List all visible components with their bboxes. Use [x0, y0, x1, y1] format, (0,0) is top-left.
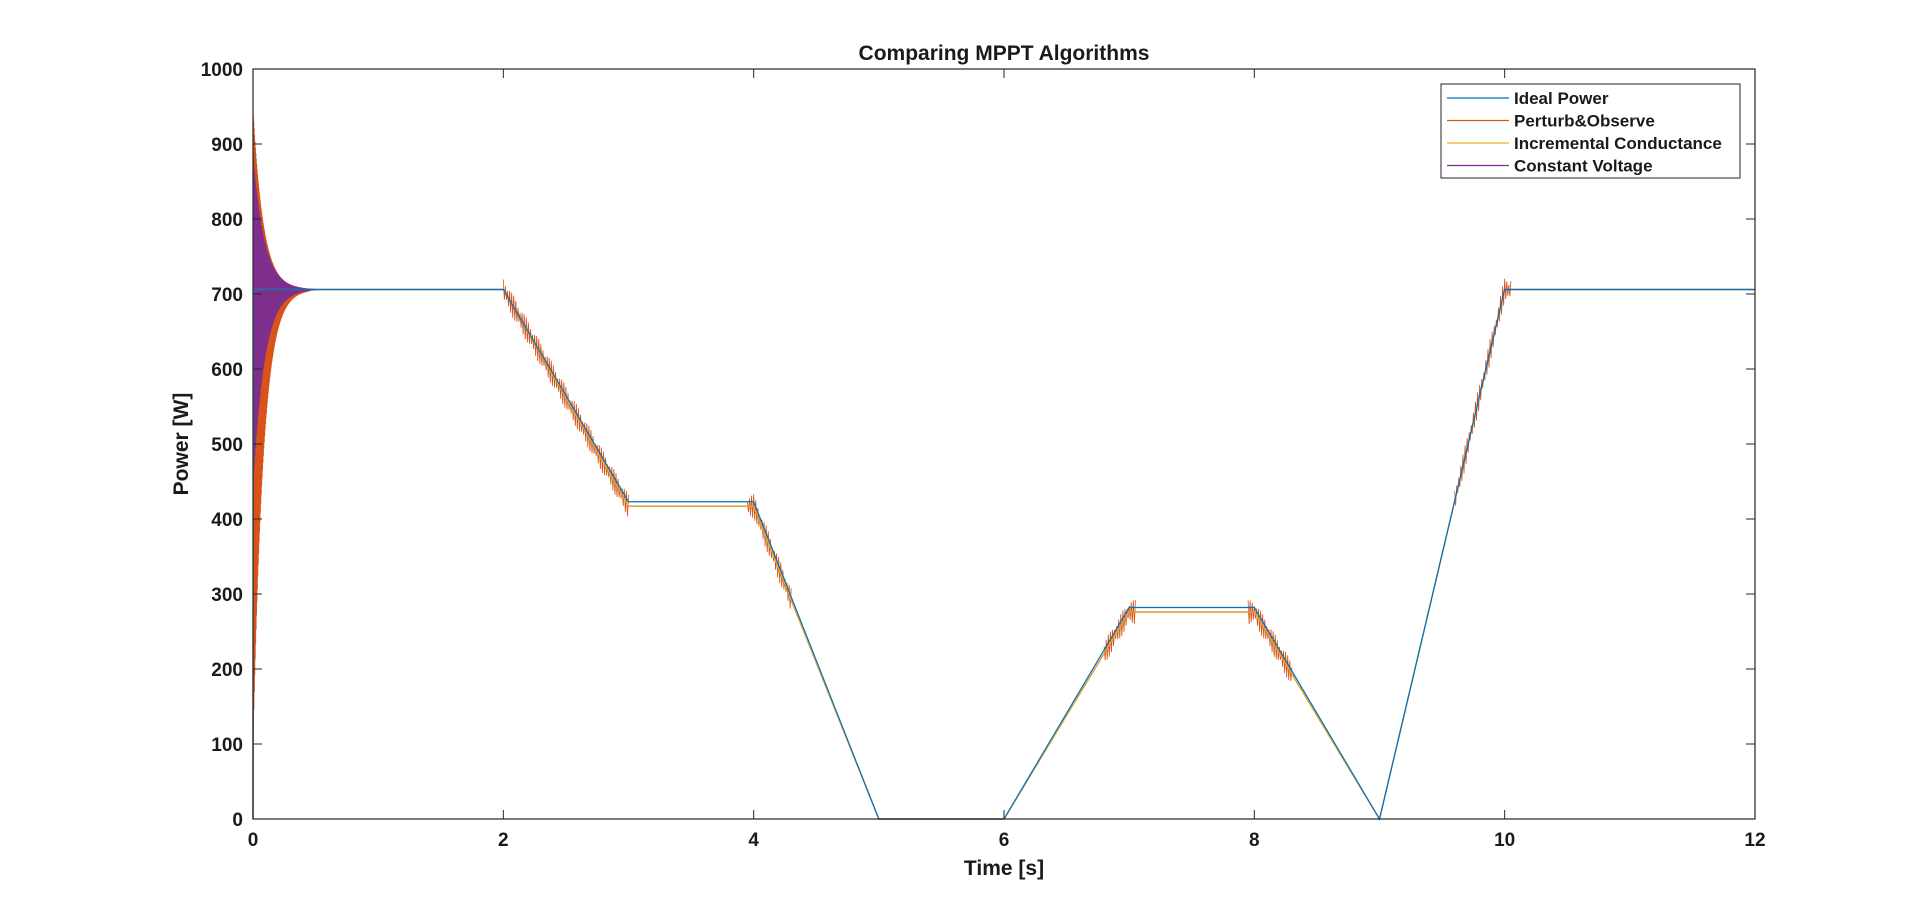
tracking-ripple [502, 279, 629, 517]
y-axis-label: Power [W] [170, 393, 193, 496]
y-tick-label: 100 [211, 735, 243, 756]
legend: Ideal Power Perturb&Observe Incremental Co… [1440, 83, 1741, 179]
legend-entry: Constant Voltage [1514, 157, 1653, 176]
legend-box [1440, 83, 1741, 179]
legend-entry: Ideal Power [1514, 89, 1609, 108]
y-tick-label: 400 [211, 510, 243, 531]
x-tick-label: 2 [498, 830, 509, 851]
y-tick-label: 900 [211, 135, 243, 156]
y-tick-label: 500 [211, 435, 243, 456]
legend-entry: Incremental Conductance [1514, 134, 1722, 153]
tracking-ripple [747, 494, 792, 609]
x-tick-label: 0 [248, 830, 259, 851]
x-tick-label: 8 [1249, 830, 1260, 851]
tracking-ripple [1454, 278, 1512, 506]
x-tick-label: 10 [1494, 830, 1515, 851]
ticks-layer: 0 2 4 6 8 10 12 0 100 200 300 400 500 600 700 800 900 100… [201, 60, 1766, 851]
y-tick-label: 0 [232, 810, 243, 831]
y-tick-label: 1000 [201, 60, 243, 81]
x-axis-label: Time [s] [964, 857, 1044, 880]
y-tick-label: 300 [211, 585, 243, 606]
tracking-ripple [1247, 600, 1293, 681]
y-tick-label: 800 [211, 210, 243, 231]
y-tick-label: 700 [211, 285, 243, 306]
x-tick-label: 12 [1744, 830, 1765, 851]
x-tick-label: 4 [748, 830, 759, 851]
y-tick-label: 200 [211, 660, 243, 681]
tracking-ripple [1103, 600, 1136, 661]
chart-title: Comparing MPPT Algorithms [859, 42, 1150, 65]
x-tick-label: 6 [999, 830, 1010, 851]
y-tick-label: 600 [211, 360, 243, 381]
plot-background [253, 69, 1755, 819]
legend-entry: Perturb&Observe [1514, 112, 1655, 131]
